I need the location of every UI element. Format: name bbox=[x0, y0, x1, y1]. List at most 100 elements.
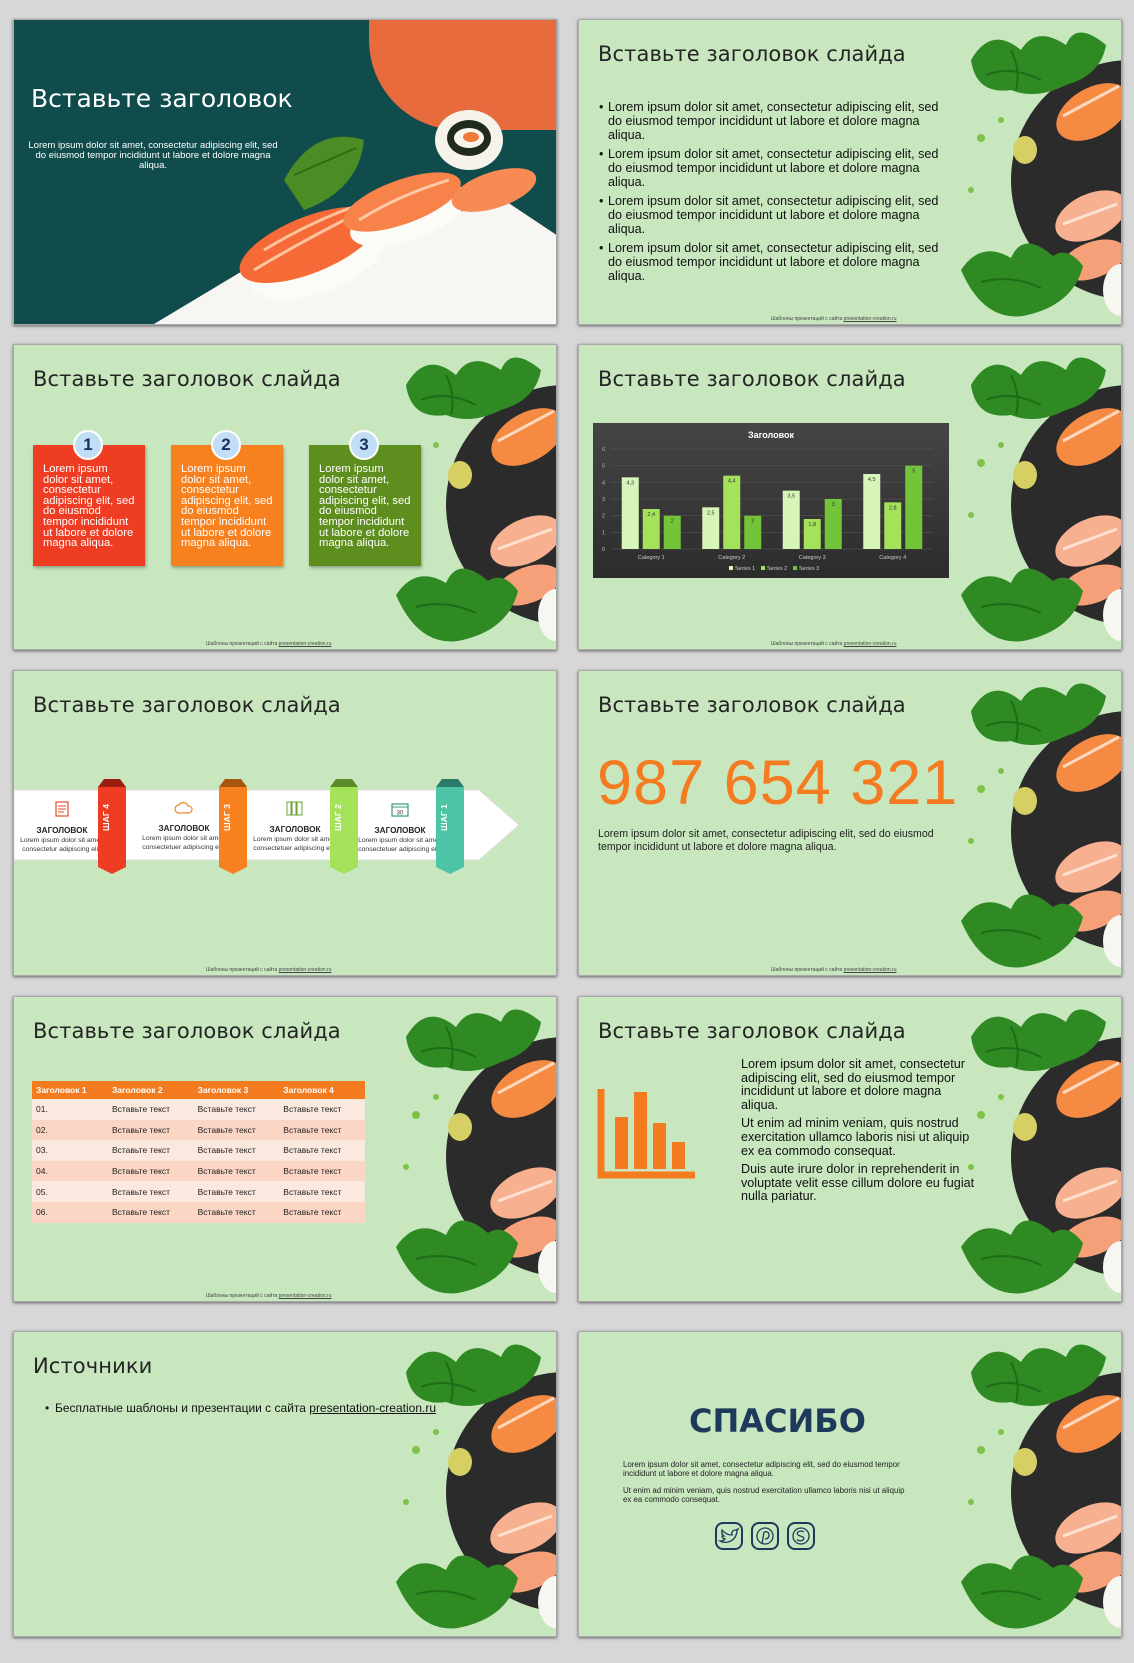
slide-title[interactable]: Вставьте заголовок слайда bbox=[598, 42, 906, 66]
data-label: 3,5 bbox=[787, 494, 795, 500]
document-icon bbox=[55, 801, 69, 817]
table-cell: Вставьте текст bbox=[193, 1201, 280, 1223]
source-link[interactable]: presentation-creation.ru bbox=[309, 1401, 437, 1415]
step-tag: ШАГ 1 bbox=[439, 804, 449, 831]
slide-5[interactable]: Вставьте заголовок слайда ЗАГОЛОВОК Lore… bbox=[13, 670, 557, 976]
bar-chart[interactable]: Заголовок 0 1 2 3 4 5 6 Category 1 Category 2 Cat… bbox=[593, 423, 949, 578]
slide-8[interactable]: Вставьте заголовок слайда Lorem ipsum do… bbox=[578, 996, 1122, 1302]
table-cell: Вставьте текст bbox=[279, 1201, 365, 1223]
step-2[interactable]: ЗАГОЛОВОК Lorem ipsum dolor sit amet, co… bbox=[251, 801, 339, 853]
footer-text: Шаблоны презентаций с сайта bbox=[206, 641, 279, 647]
thanks-title[interactable]: СПАСИБО bbox=[689, 1402, 866, 1440]
paragraph: Ut enim ad minim veniam, quis nostrud ex… bbox=[741, 1116, 970, 1158]
slide-title[interactable]: Источники bbox=[33, 1354, 153, 1378]
footer-link[interactable]: presentation-creation.ru bbox=[278, 641, 332, 647]
y-tick-label: 6 bbox=[602, 447, 605, 453]
data-label: 2,5 bbox=[707, 510, 715, 516]
table-cell: Вставьте текст bbox=[279, 1140, 365, 1161]
slide-title[interactable]: Вставьте заголовок слайда bbox=[598, 693, 906, 717]
table-cell: 05. bbox=[32, 1181, 108, 1202]
y-tick-label: 0 bbox=[602, 547, 605, 553]
slide-6[interactable]: Вставьте заголовок слайда 987 654 321 Lo… bbox=[578, 670, 1122, 976]
box-text: Lorem ipsum dolor sit amet, consectetur … bbox=[181, 463, 273, 550]
bullet-list[interactable]: Lorem ipsum dolor sit amet, consectetur … bbox=[599, 100, 944, 288]
step-3[interactable]: ЗАГОЛОВОК Lorem ipsum dolor sit amet, co… bbox=[140, 801, 228, 852]
bar bbox=[803, 519, 821, 549]
y-tick-label: 5 bbox=[602, 464, 605, 470]
step-text: Lorem ipsum dolor sit amet, consectetuer… bbox=[358, 837, 442, 853]
table-cell: Вставьте текст bbox=[193, 1140, 280, 1161]
data-label: 2 bbox=[751, 519, 754, 525]
numbered-box-1[interactable]: 1 Lorem ipsum dolor sit amet, consectetu… bbox=[33, 430, 145, 566]
table-cell: Вставьте текст bbox=[279, 1160, 365, 1182]
step-heading: ЗАГОЛОВОК bbox=[374, 826, 426, 835]
slide-7[interactable]: Вставьте заголовок слайда Заголовок 1 За… bbox=[13, 996, 557, 1302]
footer-link[interactable]: presentation-creation.ru bbox=[278, 967, 332, 973]
step-4[interactable]: ЗАГОЛОВОК Lorem ipsum dolor sit amet, co… bbox=[18, 801, 106, 854]
thanks-text-2[interactable]: Ut enim ad minim veniam, quis nostrud ex… bbox=[623, 1486, 905, 1505]
footer-link[interactable]: presentation-creation.ru bbox=[843, 641, 897, 647]
sushi-decoration bbox=[941, 671, 1121, 975]
slide-title[interactable]: Вставьте заголовок слайда bbox=[33, 1019, 341, 1043]
x-tick-label: Category 2 bbox=[718, 555, 745, 561]
data-label: 4,5 bbox=[868, 477, 876, 483]
skype-icon[interactable] bbox=[787, 1522, 815, 1550]
title[interactable]: Вставьте заголовок bbox=[31, 84, 293, 113]
footer-text: Шаблоны презентаций с сайта bbox=[771, 641, 844, 647]
bullet-item: Lorem ipsum dolor sit amet, consectetur … bbox=[599, 194, 944, 236]
bar bbox=[863, 474, 881, 549]
subtitle[interactable]: Lorem ipsum dolor sit amet, consectetur … bbox=[28, 140, 278, 171]
thanks-text-1[interactable]: Lorem ipsum dolor sit amet, consectetur … bbox=[623, 1460, 900, 1479]
slide-10[interactable]: СПАСИБО Lorem ipsum dolor sit amet, cons… bbox=[578, 1331, 1122, 1637]
slide-2[interactable]: Вставьте заголовок слайда Lorem ipsum do… bbox=[578, 19, 1122, 325]
numbered-box-2[interactable]: 2 Lorem ipsum dolor sit amet, consectetu… bbox=[171, 430, 283, 566]
pinterest-icon[interactable] bbox=[751, 1522, 779, 1550]
table-cell: Вставьте текст bbox=[107, 1160, 194, 1182]
table-row: 01. Вставьте текст Вставьте текст Вставьте … bbox=[32, 1099, 365, 1120]
step-text: Lorem ipsum dolor sit amet, consectetuer… bbox=[142, 835, 226, 851]
legend-label: Series 1 bbox=[735, 566, 755, 572]
y-tick-label: 3 bbox=[602, 497, 605, 503]
slide-title[interactable]: Вставьте заголовок слайда bbox=[33, 367, 341, 391]
step-tag: ШАГ 3 bbox=[222, 804, 232, 831]
footer-link[interactable]: presentation-creation.ru bbox=[278, 1293, 332, 1299]
box-text: Lorem ipsum dolor sit amet, consectetur … bbox=[319, 463, 411, 550]
step-heading: ЗАГОЛОВОК bbox=[36, 826, 88, 835]
table-cell: 04. bbox=[32, 1160, 108, 1182]
step-text: Lorem ipsum dolor sit amet, consectetuer… bbox=[253, 836, 337, 852]
data-table[interactable]: Заголовок 1 Заголовок 2 Заголовок 3 Заго… bbox=[32, 1081, 365, 1223]
y-tick-label: 1 bbox=[602, 530, 605, 536]
footer-text: Шаблоны презентаций с сайта bbox=[771, 967, 844, 973]
data-label: 2,8 bbox=[889, 505, 897, 511]
big-number[interactable]: 987 654 321 bbox=[597, 748, 959, 818]
slide-4[interactable]: Вставьте заголовок слайда Заголовок 0 1 2 3… bbox=[578, 344, 1122, 650]
number-caption[interactable]: Lorem ipsum dolor sit amet, consectetur … bbox=[598, 828, 934, 853]
bar bbox=[723, 475, 741, 549]
footer-link[interactable]: presentation-creation.ru bbox=[843, 316, 897, 322]
sushi-photo bbox=[154, 110, 556, 324]
footer: Шаблоны презентаций с сайта presentation… bbox=[771, 641, 896, 647]
bar bbox=[642, 509, 660, 549]
step-1[interactable]: 30 ЗАГОЛОВОК Lorem ipsum dolor sit amet,… bbox=[356, 801, 444, 854]
table-row: 02. Вставьте текст Вставьте текст Вставьте … bbox=[32, 1119, 365, 1141]
slide-title[interactable]: Вставьте заголовок слайда bbox=[33, 693, 341, 717]
slide-1[interactable]: Вставьте заголовок Lorem ipsum dolor sit… bbox=[13, 19, 557, 325]
slide-title[interactable]: Вставьте заголовок слайда bbox=[598, 367, 906, 391]
table-cell: Вставьте текст bbox=[193, 1099, 280, 1120]
slide-3[interactable]: Вставьте заголовок слайда 1 Lorem ipsum … bbox=[13, 344, 557, 650]
table-row: 05. Вставьте текст Вставьте текст Вставьте … bbox=[32, 1181, 365, 1202]
calendar-icon: 30 bbox=[391, 803, 409, 817]
table-row: 03. Вставьте текст Вставьте текст Вставьте … bbox=[32, 1140, 365, 1161]
data-label: 1,8 bbox=[808, 522, 816, 528]
slide-title[interactable]: Вставьте заголовок слайда bbox=[598, 1019, 906, 1043]
sources-list[interactable]: Бесплатные шаблоны и презентации с сайта… bbox=[45, 1401, 436, 1416]
twitter-icon[interactable] bbox=[715, 1522, 743, 1550]
numbered-box-3[interactable]: 3 Lorem ipsum dolor sit amet, consectetu… bbox=[309, 430, 421, 566]
x-tick-label: Category 4 bbox=[879, 555, 906, 561]
source-item: Бесплатные шаблоны и презентации с сайта… bbox=[45, 1401, 436, 1416]
text-block[interactable]: Lorem ipsum dolor sit amet, consectetur … bbox=[741, 1057, 979, 1209]
footer-link[interactable]: presentation-creation.ru bbox=[843, 967, 897, 973]
column-header: Заголовок 4 bbox=[279, 1081, 365, 1099]
table-cell: Вставьте текст bbox=[193, 1119, 280, 1141]
slide-9[interactable]: Источники Бесплатные шаблоны и презентац… bbox=[13, 1331, 557, 1637]
